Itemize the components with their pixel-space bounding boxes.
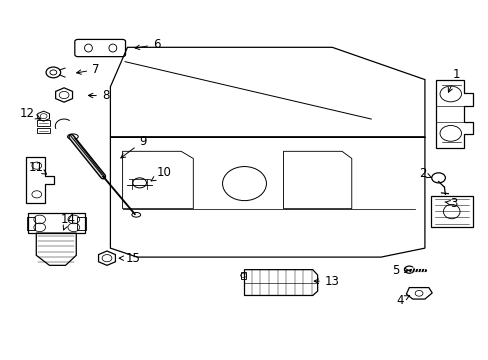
Text: 1: 1 bbox=[447, 68, 459, 92]
Bar bbox=[26, 217, 35, 230]
Text: 12: 12 bbox=[20, 107, 41, 120]
Text: 7: 7 bbox=[77, 63, 100, 76]
Bar bbox=[37, 128, 50, 134]
Text: 14: 14 bbox=[61, 213, 75, 230]
Text: 6: 6 bbox=[135, 38, 160, 51]
Text: 2: 2 bbox=[418, 167, 431, 180]
Bar bbox=[37, 121, 50, 126]
Text: 8: 8 bbox=[88, 89, 109, 102]
Text: 15: 15 bbox=[119, 252, 141, 265]
Text: 13: 13 bbox=[314, 275, 339, 288]
Bar bbox=[240, 272, 246, 279]
Text: 11: 11 bbox=[28, 161, 46, 174]
Text: 9: 9 bbox=[121, 135, 146, 158]
Text: 3: 3 bbox=[444, 197, 457, 210]
Text: 4: 4 bbox=[396, 294, 409, 307]
Bar bbox=[77, 217, 86, 230]
Text: 5: 5 bbox=[391, 264, 408, 277]
Text: 10: 10 bbox=[151, 166, 171, 181]
Bar bbox=[28, 213, 84, 233]
